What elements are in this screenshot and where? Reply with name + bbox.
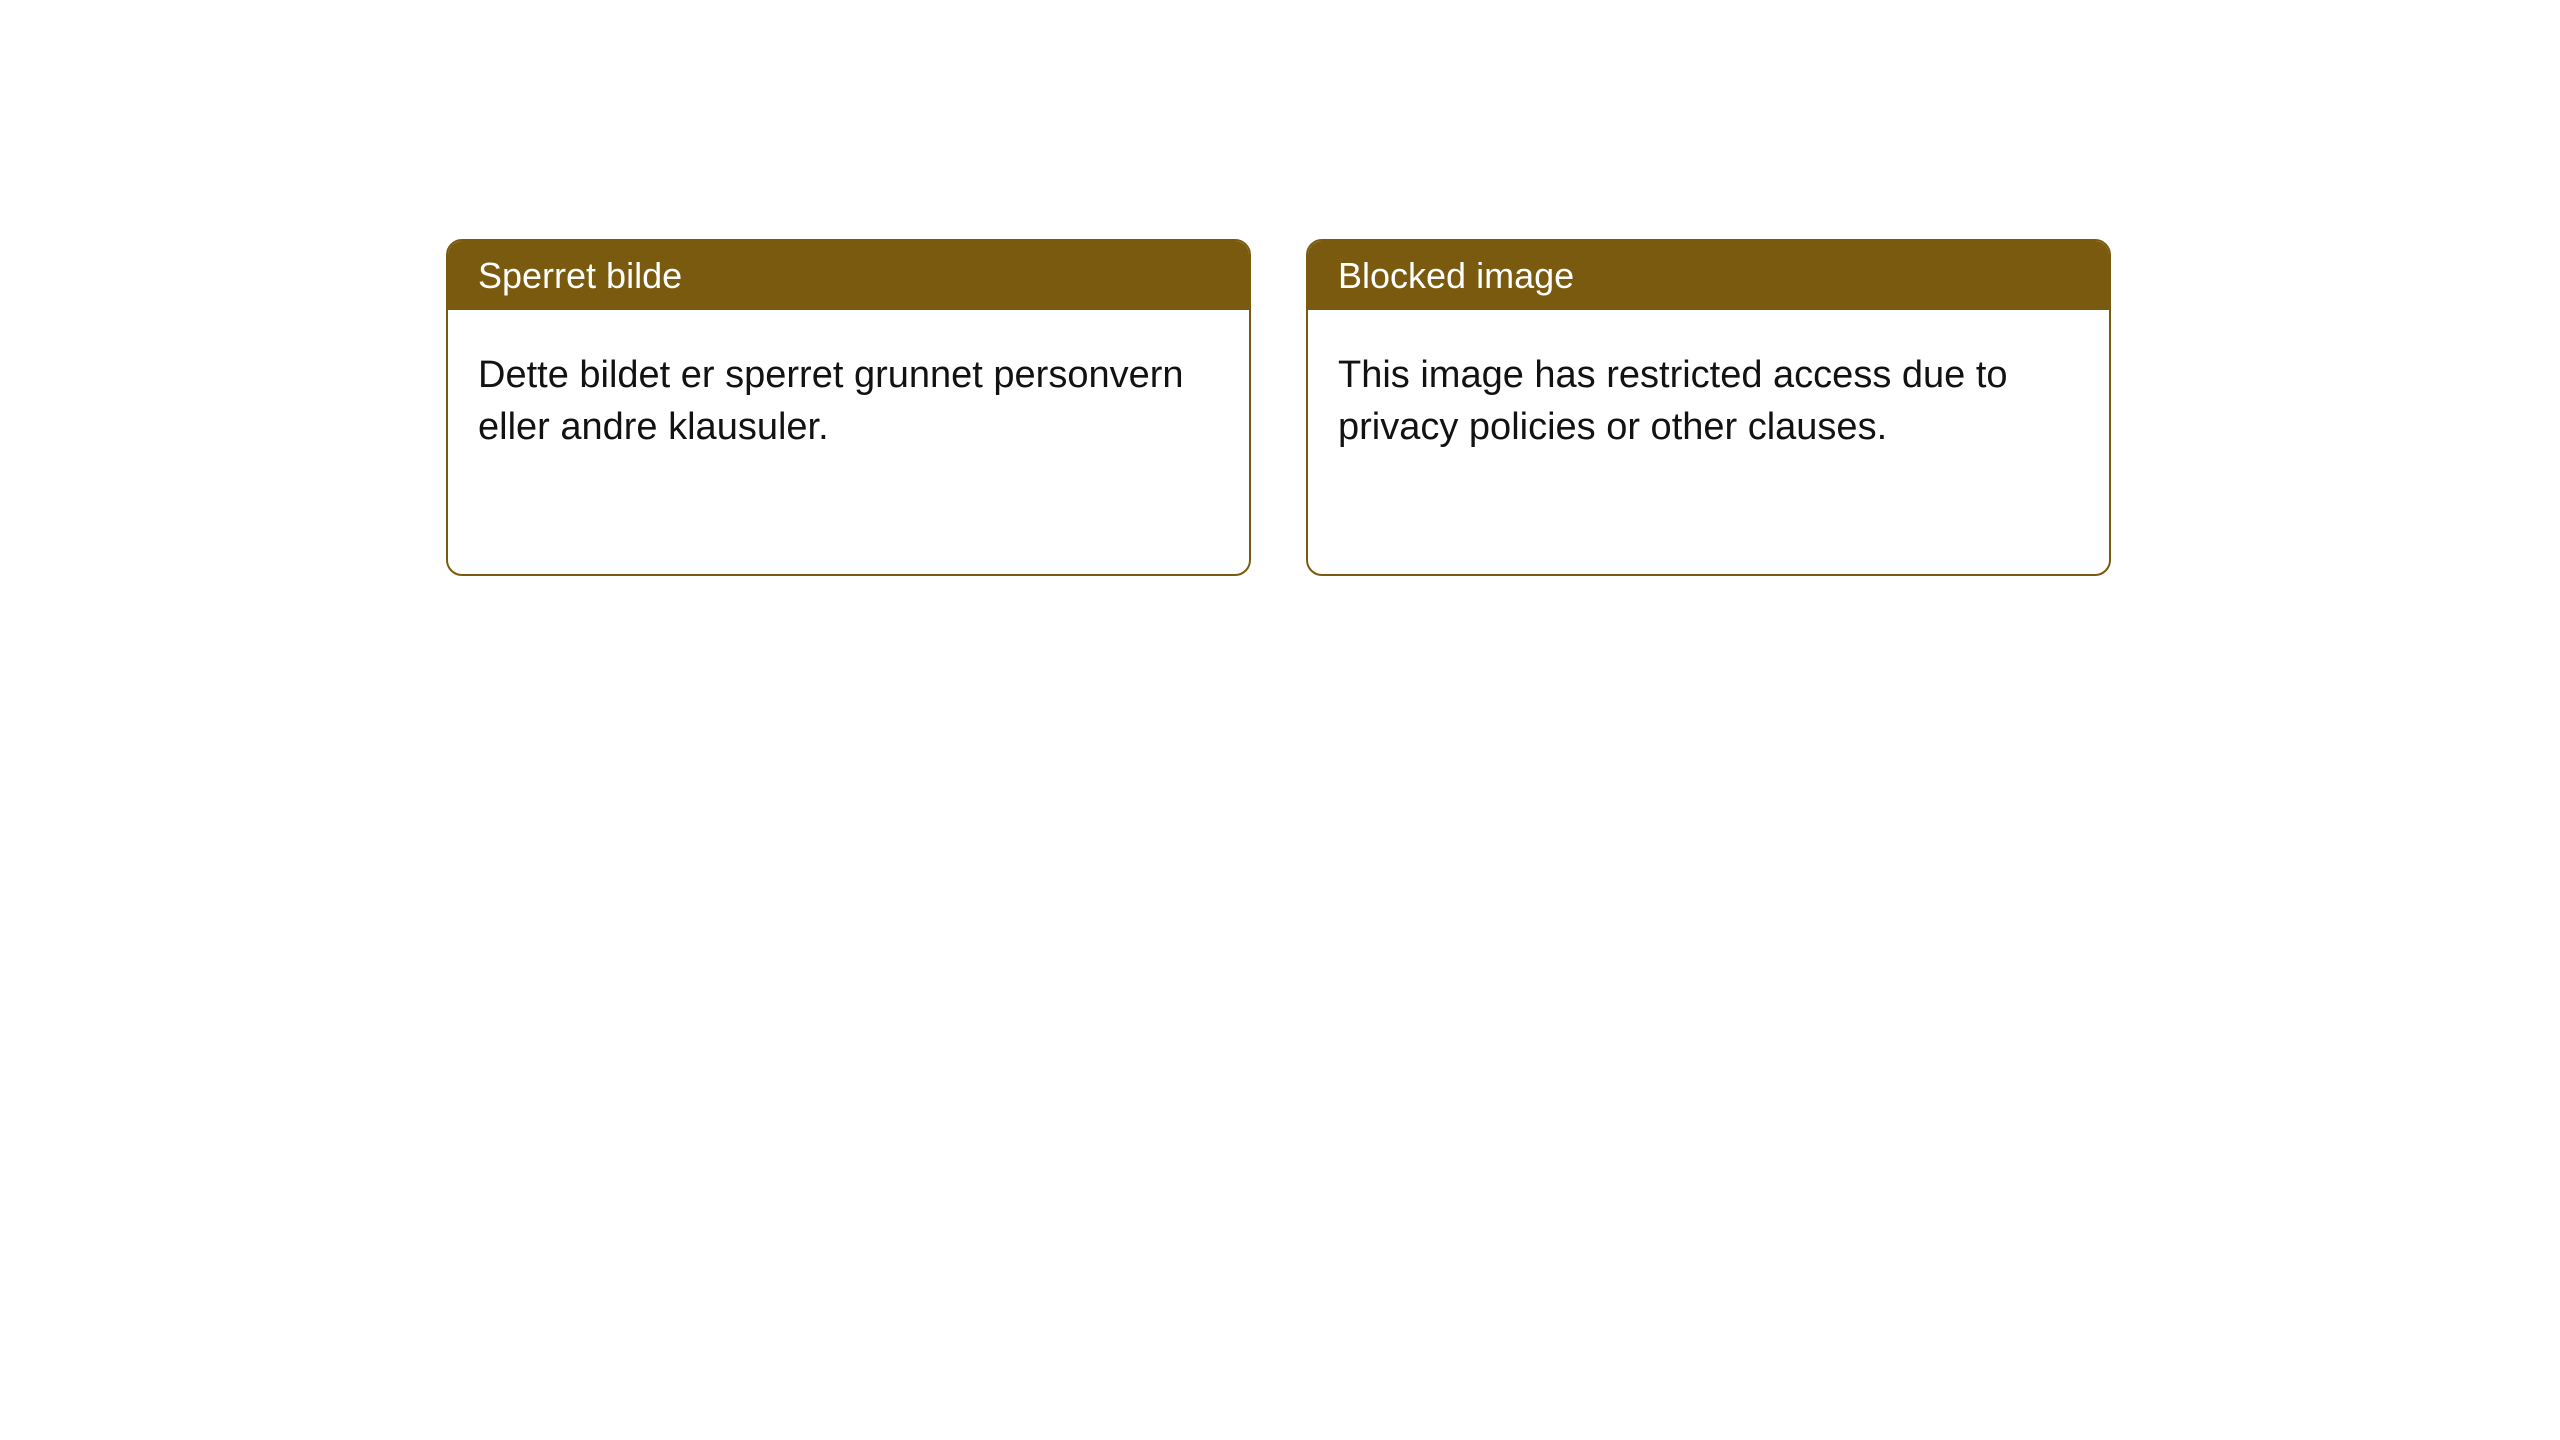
card-body-text: Dette bildet er sperret grunnet personve… (448, 310, 1249, 493)
blocked-image-card-en: Blocked image This image has restricted … (1306, 239, 2111, 576)
card-body-text: This image has restricted access due to … (1308, 310, 2109, 493)
card-title: Blocked image (1308, 241, 2109, 310)
notice-cards-container: Sperret bilde Dette bildet er sperret gr… (446, 239, 2111, 576)
card-title: Sperret bilde (448, 241, 1249, 310)
blocked-image-card-no: Sperret bilde Dette bildet er sperret gr… (446, 239, 1251, 576)
